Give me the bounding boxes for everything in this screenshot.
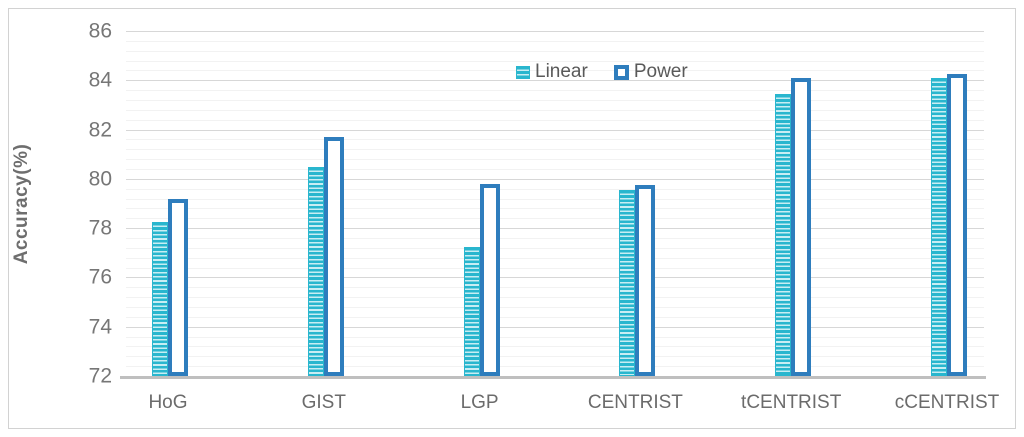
minor-gridline xyxy=(126,100,984,101)
x-axis-baseline xyxy=(120,376,986,379)
y-tick-label: 86 xyxy=(88,19,112,43)
minor-gridline xyxy=(126,287,984,288)
minor-gridline xyxy=(126,41,984,42)
y-axis-title: Accuracy(%) xyxy=(11,143,32,265)
major-gridline xyxy=(126,277,984,278)
bar-power-hog xyxy=(168,199,188,376)
minor-gridline xyxy=(126,218,984,219)
minor-gridline xyxy=(126,149,984,150)
minor-gridline xyxy=(126,139,984,140)
bar-linear-hog xyxy=(152,222,168,376)
legend-label-linear: Linear xyxy=(535,61,588,82)
minor-gridline xyxy=(126,297,984,298)
minor-gridline xyxy=(126,307,984,308)
bar-linear-centrist xyxy=(619,190,636,376)
chart-legend: Linear Power xyxy=(516,61,688,83)
minor-gridline xyxy=(126,346,984,347)
y-tick-label: 76 xyxy=(88,265,112,289)
y-tick-label: 82 xyxy=(88,118,112,142)
minor-gridline xyxy=(126,337,984,338)
major-gridline xyxy=(126,228,984,229)
y-tick-label: 80 xyxy=(88,167,112,191)
x-label-tcentrist: tCENTRIST xyxy=(741,392,842,413)
major-gridline xyxy=(126,31,984,32)
x-label-ccentrist: cCENTRIST xyxy=(894,392,1000,413)
minor-gridline xyxy=(126,51,984,52)
minor-gridline xyxy=(126,238,984,239)
minor-gridline xyxy=(126,208,984,209)
y-tick-label: 72 xyxy=(88,364,112,388)
x-label-lgp: LGP xyxy=(460,392,499,413)
minor-gridline xyxy=(126,248,984,249)
minor-gridline xyxy=(126,90,984,91)
minor-gridline xyxy=(126,169,984,170)
major-gridline xyxy=(126,130,984,131)
legend-label-power: Power xyxy=(633,61,688,82)
minor-gridline xyxy=(126,70,984,71)
minor-gridline xyxy=(126,258,984,259)
legend-linear-swatch-icon xyxy=(516,65,530,79)
bar-power-lgp xyxy=(479,184,500,376)
x-label-hog: HoG xyxy=(148,392,188,413)
minor-gridline xyxy=(126,110,984,111)
bar-power-centrist xyxy=(635,185,656,376)
minor-gridline xyxy=(126,356,984,357)
x-label-gist: GIST xyxy=(301,392,346,413)
minor-gridline xyxy=(126,268,984,269)
bar-linear-lgp xyxy=(463,247,480,376)
y-tick-label: 78 xyxy=(88,216,112,240)
minor-gridline xyxy=(126,61,984,62)
minor-gridline xyxy=(126,120,984,121)
bar-linear-gist xyxy=(307,167,324,376)
minor-gridline xyxy=(126,159,984,160)
bar-power-tcentrist xyxy=(791,78,812,376)
bar-linear-ccentrist xyxy=(931,78,947,376)
legend-item-power: Power xyxy=(613,61,688,83)
bar-power-gist xyxy=(323,137,344,376)
legend-item-linear: Linear xyxy=(516,61,588,83)
legend-power-swatch-icon xyxy=(613,64,629,80)
major-gridline xyxy=(126,327,984,328)
minor-gridline xyxy=(126,199,984,200)
y-tick-label: 74 xyxy=(88,315,112,339)
bar-power-ccentrist xyxy=(947,74,967,376)
bar-linear-tcentrist xyxy=(775,94,792,376)
minor-gridline xyxy=(126,317,984,318)
major-gridline xyxy=(126,179,984,180)
x-label-centrist: CENTRIST xyxy=(587,392,683,413)
major-gridline xyxy=(126,80,984,81)
minor-gridline xyxy=(126,189,984,190)
y-tick-label: 84 xyxy=(88,68,112,92)
minor-gridline xyxy=(126,366,984,367)
